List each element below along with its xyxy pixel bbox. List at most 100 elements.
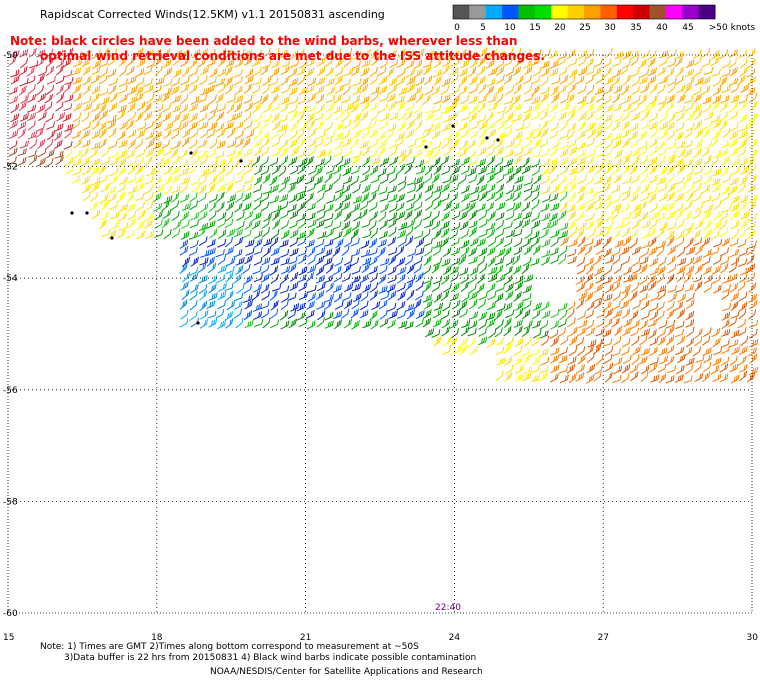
wind-barb-flag: [412, 59, 415, 66]
wind-barb-flag: [146, 105, 149, 111]
wind-barb-flag: [753, 175, 756, 182]
wind-barb-flag: [250, 49, 253, 55]
wind-barb-flag: [735, 110, 738, 116]
wind-barb-flag: [143, 230, 145, 236]
wind-barb-flag: [414, 94, 417, 100]
wind-barb-flag: [333, 195, 336, 201]
wind-barb-flag: [725, 120, 728, 126]
wind-barb-flag: [123, 57, 125, 64]
wind-barb-flag: [447, 85, 450, 91]
wind-barb-flag: [570, 213, 573, 219]
wind-barb: [640, 177, 647, 184]
wind-barb-flag: [314, 103, 317, 109]
wind-barb: [703, 208, 712, 213]
wind-barb: [748, 143, 756, 149]
wind-barb-flag: [560, 113, 563, 119]
wind-barb-flag: [303, 137, 306, 144]
wind-barb: [199, 207, 207, 213]
wind-barb-flag: [517, 67, 520, 73]
wind-barb-flag: [67, 113, 70, 120]
wind-barb: [388, 198, 396, 203]
wind-barb-flag: [16, 120, 19, 126]
wind-barb-flag: [142, 174, 145, 180]
wind-barb-flag: [725, 219, 728, 225]
wind-barb-flag: [475, 95, 478, 101]
wind-barb-flag: [287, 66, 290, 72]
wind-barb-flag: [418, 210, 421, 216]
wind-barb: [730, 233, 738, 240]
wind-barb-flag: [311, 213, 314, 219]
wind-barb-flag: [85, 68, 88, 74]
wind-barb-flag: [682, 176, 685, 182]
wind-barb-flag: [743, 167, 746, 173]
wind-barb: [135, 197, 144, 202]
wind-barb-flag: [223, 140, 226, 146]
wind-barb-flag: [537, 85, 540, 91]
wind-barb-flag: [374, 129, 377, 135]
wind-barb-flag: [476, 156, 479, 162]
wind-barb: [288, 224, 297, 229]
wind-barb-flag: [139, 93, 142, 99]
wind-barb-flag: [250, 165, 253, 171]
wind-barb-flag: [284, 194, 287, 200]
wind-barb-flag: [354, 122, 357, 128]
wind-barb: [8, 60, 16, 67]
wind-barb-flag: [699, 148, 702, 154]
wind-barb-flag: [283, 232, 286, 238]
wind-barb-flag: [450, 132, 452, 138]
wind-barb: [35, 132, 43, 139]
wind-barb-flag: [114, 185, 117, 192]
wind-barb-flag: [124, 204, 127, 210]
wind-barb: [253, 117, 262, 123]
wind-barb-flag: [24, 157, 27, 163]
wind-barb-flag: [628, 218, 631, 224]
wind-barb-flag: [248, 137, 251, 143]
wind-barb-flag: [438, 86, 441, 92]
wind-barb-flag: [743, 140, 746, 146]
wind-barb-flag: [80, 59, 83, 65]
wind-barb: [559, 196, 567, 202]
wind-barb: [253, 100, 261, 105]
wind-barb: [217, 170, 225, 176]
wind-barb-flag: [555, 203, 558, 209]
wind-barb-flag: [218, 113, 221, 120]
wind-barb-flag: [427, 150, 430, 156]
wind-barb-flag: [112, 85, 115, 92]
wind-barb: [389, 63, 397, 68]
wind-barb-flag: [431, 123, 434, 129]
wind-barb: [557, 61, 565, 66]
wind-barb-flag: [283, 97, 286, 104]
wind-barb-flag: [465, 103, 468, 109]
wind-barb-flag: [169, 147, 172, 153]
wind-barb: [207, 170, 216, 175]
wind-barb-flag: [293, 112, 296, 118]
wind-barb-flag: [137, 167, 140, 173]
wind-barb-flag: [376, 101, 379, 107]
wind-barb-flag: [717, 221, 720, 227]
wind-barb-flag: [434, 176, 437, 182]
wind-barb-flag: [513, 202, 516, 209]
wind-barb-flag: [634, 51, 637, 57]
wind-barb-flag: [286, 210, 289, 216]
wind-barb-flag: [591, 57, 594, 64]
wind-barb-flag: [188, 202, 191, 208]
wind-barb-flag: [485, 183, 488, 190]
wind-barb: [64, 162, 73, 167]
wind-barb: [413, 64, 422, 69]
wind-barb: [217, 72, 225, 77]
wind-barb-flag: [420, 85, 423, 92]
wind-barb-flag: [655, 202, 658, 208]
wind-barb-flag: [317, 168, 320, 174]
wind-barb: [730, 171, 739, 176]
wind-barb-flag: [294, 211, 297, 217]
wind-barb-flag: [341, 201, 344, 207]
wind-barb: [450, 197, 458, 203]
wind-barb-flag: [564, 84, 567, 91]
wind-barb: [585, 79, 593, 85]
wind-barb-flag: [476, 58, 479, 64]
wind-barb: [460, 144, 467, 150]
wind-barb-flag: [374, 102, 377, 108]
wind-barb-flag: [204, 104, 207, 110]
wind-barb-flag: [17, 75, 20, 81]
wind-barb: [540, 114, 548, 121]
